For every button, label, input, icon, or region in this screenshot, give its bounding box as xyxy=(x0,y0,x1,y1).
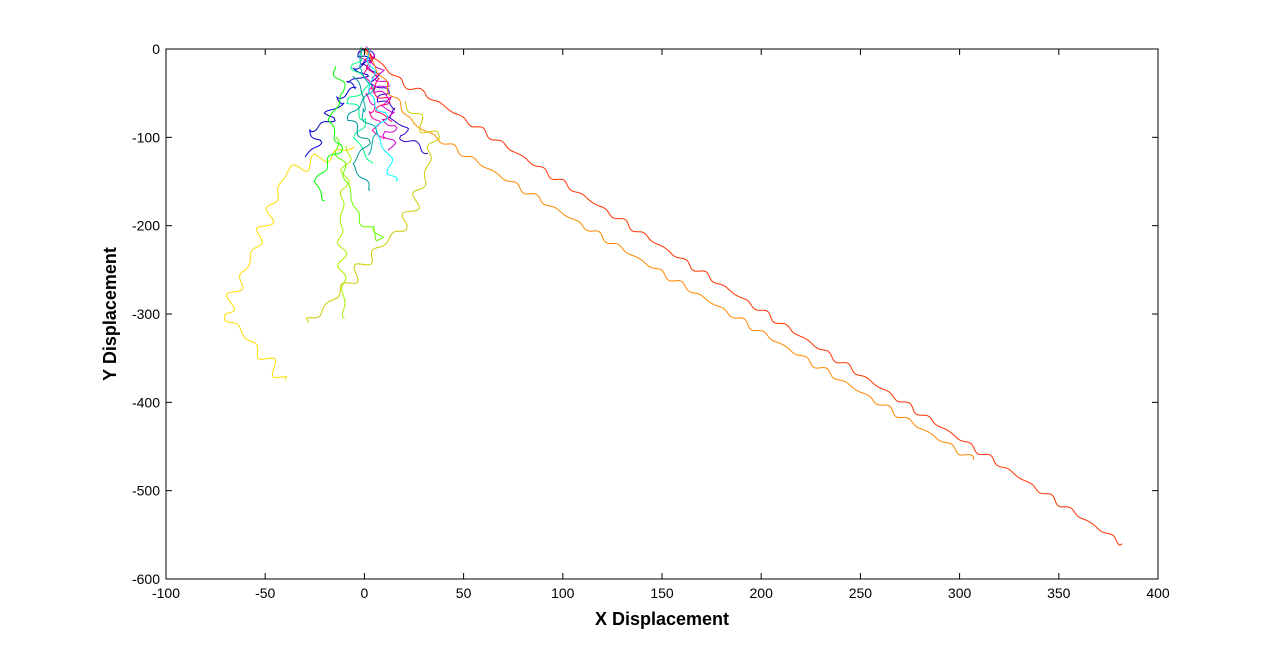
series-line xyxy=(364,47,1123,546)
x-tick-label: -100 xyxy=(152,585,180,601)
x-tick-label: -50 xyxy=(255,585,275,601)
series-line xyxy=(346,46,373,164)
x-tick-label: 250 xyxy=(849,585,873,601)
plot-frame xyxy=(165,48,1159,580)
series-line xyxy=(305,101,441,324)
x-axis-title: X Displacement xyxy=(595,609,729,629)
x-tick-label: 350 xyxy=(1047,585,1071,601)
y-tick-label: -100 xyxy=(132,129,160,145)
series-line xyxy=(304,48,373,158)
series-line xyxy=(363,49,974,460)
y-axis-title: Y Displacement xyxy=(100,247,120,381)
x-tick-label: 50 xyxy=(456,585,472,601)
x-tick-label: 0 xyxy=(361,585,369,601)
y-tick-label: -400 xyxy=(132,394,160,410)
y-tick-label: -500 xyxy=(132,483,160,499)
series-line xyxy=(365,46,398,151)
series-line xyxy=(347,75,371,191)
y-tick-label: 0 xyxy=(152,41,160,57)
x-tick-label: 300 xyxy=(948,585,972,601)
x-tick-label: 100 xyxy=(551,585,575,601)
series-line xyxy=(334,136,385,242)
series-line xyxy=(358,48,378,156)
series-line xyxy=(366,47,398,182)
series-line xyxy=(313,66,346,202)
x-tick-label: 200 xyxy=(750,585,774,601)
x-tick-label: 150 xyxy=(650,585,674,601)
series-line xyxy=(360,49,428,155)
axis-ticks: -100 -50 0 50 100 150 200 250 300 350 4000-100-200… xyxy=(132,41,1170,601)
series-line xyxy=(224,146,355,381)
y-tick-label: -300 xyxy=(132,306,160,322)
y-tick-label: -600 xyxy=(132,571,160,587)
y-tick-label: -200 xyxy=(132,218,160,234)
x-tick-label: 400 xyxy=(1146,585,1170,601)
plot-lines xyxy=(224,46,1123,546)
